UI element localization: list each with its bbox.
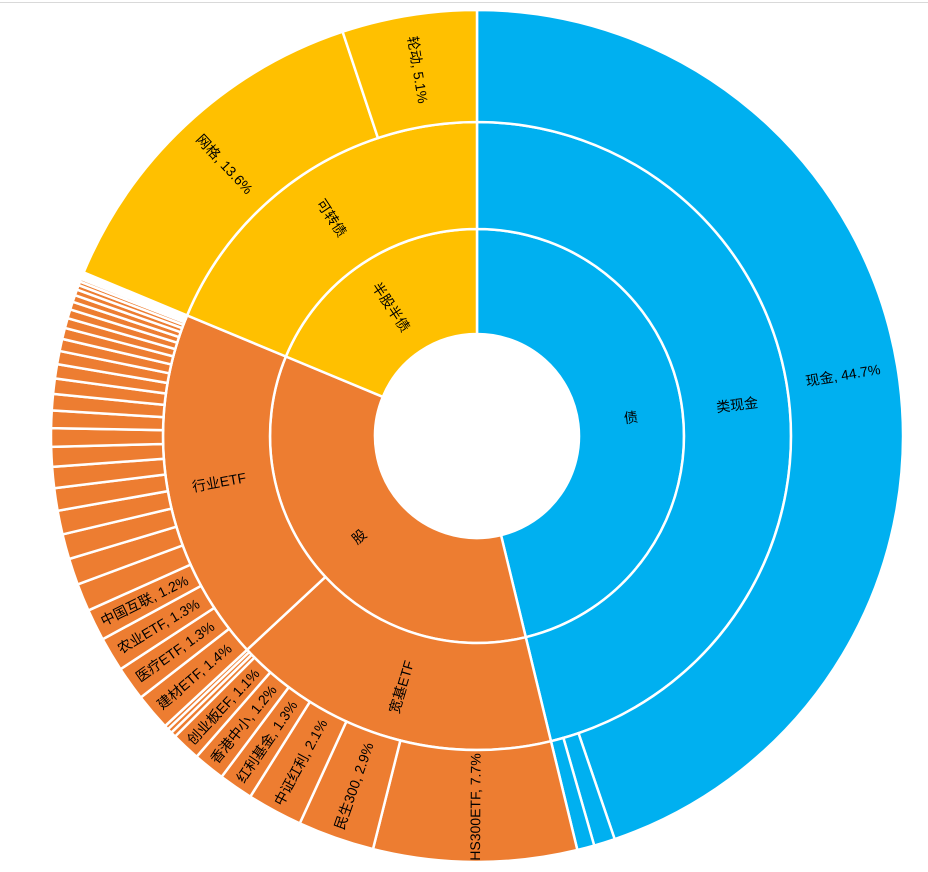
slice-label-类现金: 类现金 (715, 394, 759, 415)
slice-label-债: 债 (623, 409, 639, 427)
slice-label-HS300ETF: HS300ETF, 7.7% (467, 753, 484, 860)
slice-现金[interactable] (475, 8, 905, 841)
top-border-line (0, 2, 928, 3)
slice-轮动[interactable] (341, 8, 479, 140)
